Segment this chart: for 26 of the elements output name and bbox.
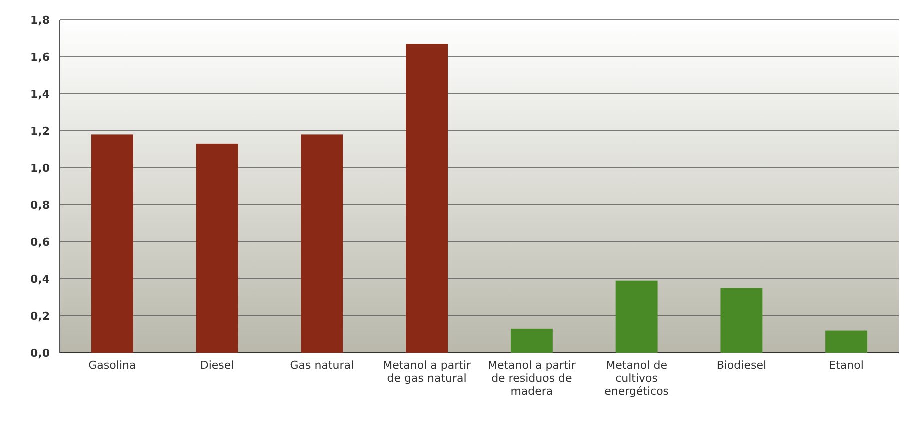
y-tick-label: 1,2 xyxy=(30,124,50,138)
y-tick-label: 1,0 xyxy=(30,162,50,175)
x-tick-label: Metanol a partir de residuos de madera xyxy=(488,359,576,398)
bar xyxy=(826,330,868,353)
bar xyxy=(616,280,658,353)
x-tick-label: Biodiesel xyxy=(716,359,767,372)
bar xyxy=(301,134,344,353)
x-tick-label: Gas natural xyxy=(290,359,354,372)
bar xyxy=(510,328,553,353)
bar xyxy=(91,134,134,353)
y-tick-label: 0,0 xyxy=(30,346,50,360)
y-tick-label: 0,8 xyxy=(30,198,50,212)
x-tick-label: Gasolina xyxy=(88,359,136,372)
bar xyxy=(196,144,238,353)
bar xyxy=(406,44,448,353)
x-tick-label: Metanol de cultivos energéticos xyxy=(604,359,670,398)
y-tick-label: 0,6 xyxy=(30,236,50,249)
y-tick-label: 0,2 xyxy=(30,310,50,323)
x-tick-label: Metanol a partir de gas natural xyxy=(383,359,472,385)
y-tick-label: 1,8 xyxy=(30,14,50,27)
y-tick-label: 0,4 xyxy=(30,272,50,286)
x-tick-label: Diesel xyxy=(200,359,234,372)
y-tick-label: 1,6 xyxy=(30,50,50,64)
x-tick-label: Etanol xyxy=(829,359,864,372)
y-tick-label: 1,4 xyxy=(30,88,50,101)
bar xyxy=(720,288,763,353)
